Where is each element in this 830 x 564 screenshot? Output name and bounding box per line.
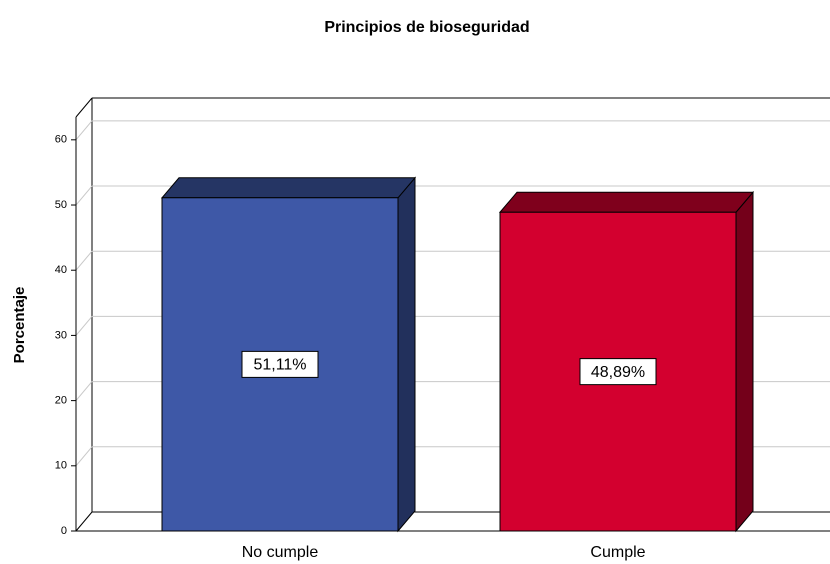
x-tick-label: Cumple [590,544,645,561]
wall-grid-line [75,446,93,467]
bar-side [735,190,754,533]
data-label: 48,89% [591,364,645,381]
bar-top [160,177,417,199]
data-label-box [241,350,319,378]
chart-title: Principios de bioseguridad [324,19,529,36]
y-tick-label: 60 [55,134,67,146]
x-tick-label: No cumple [242,544,319,561]
wall-grid-line [75,250,93,271]
y-tick-label: 30 [55,329,67,341]
y-tick-label: 20 [55,395,67,407]
y-tick-label: 50 [55,199,67,211]
data-label-box [579,358,657,386]
y-tick-label: 40 [55,264,67,276]
wall-grid-line [75,511,93,532]
y-tick-label: 10 [55,460,67,472]
y-tick-label: 0 [61,525,67,537]
bar-side [397,176,416,533]
wall-grid-line [75,381,93,401]
wall-grid-line [75,185,93,206]
data-label: 51,11% [253,357,306,374]
y-axis-label: Porcentaje [11,287,28,364]
left-wall-top [75,97,93,118]
bar-top [498,191,755,213]
wall-grid-line [75,316,93,336]
wall-grid-line [75,120,93,141]
